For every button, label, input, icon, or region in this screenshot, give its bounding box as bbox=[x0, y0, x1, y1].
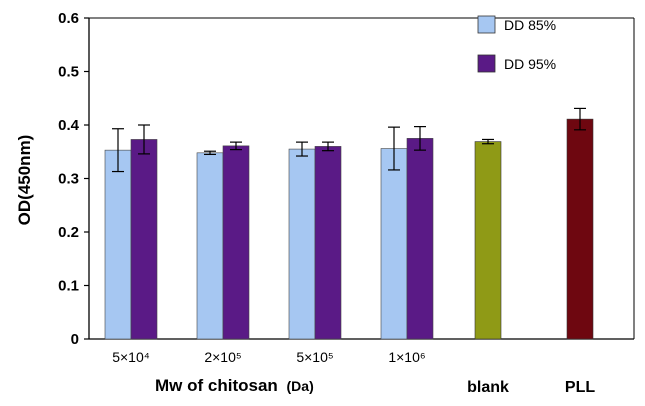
y-axis-label: OD(450nm) bbox=[15, 135, 34, 226]
legend: DD 85% DD 95% bbox=[477, 15, 556, 73]
x-category-label: 5×10⁵ bbox=[296, 349, 333, 365]
x-category-label: PLL bbox=[565, 379, 595, 396]
x-axis-unit: (Da) bbox=[287, 378, 314, 394]
x-category-label: 2×10⁵ bbox=[204, 349, 241, 365]
y-ticks: 0 0.1 0.2 0.3 0.4 0.5 0.6 bbox=[58, 10, 89, 348]
y-tick-label: 0.3 bbox=[58, 171, 79, 188]
y-tick-label: 0.5 bbox=[58, 64, 79, 81]
bar-dd95 bbox=[130, 139, 158, 340]
legend-label-dd85: DD 85% bbox=[504, 17, 556, 33]
x-category-label: blank bbox=[467, 379, 509, 396]
bar-dd95 bbox=[314, 146, 342, 340]
bar-dd95 bbox=[406, 138, 434, 340]
bar-pll bbox=[566, 118, 594, 340]
category-labels: 5×10⁴ 2×10⁵ 5×10⁵ 1×10⁶ blank PLL bbox=[112, 349, 595, 396]
x-axis-group-title: Mw of chitosan bbox=[155, 376, 278, 395]
y-tick-label: 0.4 bbox=[58, 117, 80, 134]
y-tick-label: 0.2 bbox=[58, 224, 79, 241]
bar-dd85 bbox=[380, 148, 408, 340]
y-tick-label: 0.6 bbox=[58, 10, 79, 27]
y-tick-label: 0.1 bbox=[58, 278, 79, 295]
error-bars bbox=[112, 107, 586, 173]
x-category-label: 1×10⁶ bbox=[388, 349, 425, 365]
bars bbox=[104, 118, 594, 340]
y-tick-label: 0 bbox=[71, 331, 79, 348]
legend-swatch-dd85 bbox=[477, 15, 496, 34]
legend-swatch-dd95 bbox=[477, 54, 496, 73]
x-category-label: 5×10⁴ bbox=[112, 349, 150, 365]
bar-dd85 bbox=[104, 149, 132, 340]
bar-dd85 bbox=[196, 152, 224, 340]
bar-dd85 bbox=[288, 148, 316, 340]
legend-label-dd95: DD 95% bbox=[504, 56, 556, 72]
x-axis-group-label: Mw of chitosan (Da) bbox=[155, 376, 314, 395]
bar-dd95 bbox=[222, 145, 250, 340]
bar-blank bbox=[474, 141, 502, 340]
